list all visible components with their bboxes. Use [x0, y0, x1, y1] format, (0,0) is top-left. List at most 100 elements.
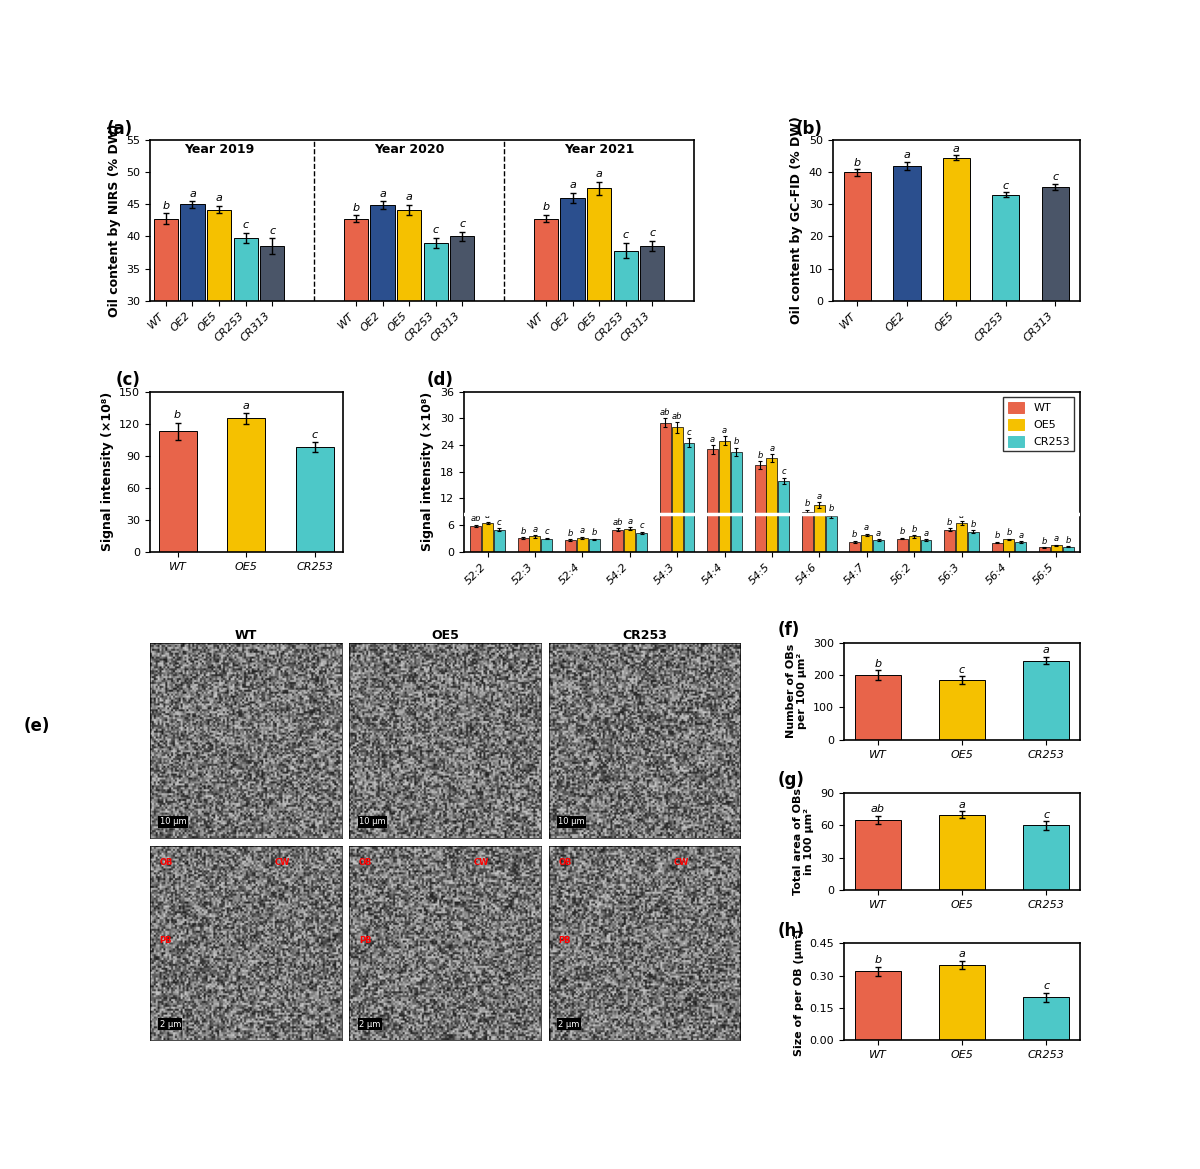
- Text: a: a: [959, 800, 965, 810]
- Text: a: a: [817, 492, 822, 502]
- Text: a: a: [406, 193, 413, 202]
- Bar: [943, 158, 970, 300]
- Text: b: b: [900, 527, 905, 537]
- Text: b: b: [1007, 528, 1012, 538]
- Text: OB: OB: [558, 858, 571, 867]
- Text: a: a: [1018, 531, 1024, 540]
- Text: b: b: [1066, 535, 1070, 545]
- Bar: [641, 247, 665, 493]
- Text: c: c: [686, 428, 691, 437]
- Text: b: b: [1042, 537, 1048, 546]
- Title: OE5: OE5: [431, 629, 460, 642]
- Bar: [854, 971, 901, 1040]
- Bar: [968, 532, 979, 552]
- Text: PB: PB: [359, 936, 372, 945]
- Text: a: a: [710, 435, 715, 444]
- Title: WT: WT: [235, 629, 257, 642]
- Bar: [874, 540, 884, 552]
- Bar: [1022, 660, 1069, 740]
- Text: 10 μm: 10 μm: [558, 817, 584, 826]
- Text: a: a: [924, 528, 929, 538]
- Text: a: a: [769, 444, 774, 454]
- Bar: [1022, 997, 1069, 1040]
- Y-axis label: Number of OBs
per 100 μm²: Number of OBs per 100 μm²: [786, 644, 808, 739]
- Text: (g): (g): [778, 772, 804, 789]
- Text: a: a: [485, 511, 490, 520]
- Text: c: c: [460, 220, 466, 229]
- Bar: [397, 210, 421, 493]
- Bar: [1042, 187, 1069, 300]
- Text: b: b: [521, 527, 526, 535]
- Text: c: c: [497, 518, 502, 527]
- Text: a: a: [959, 949, 965, 959]
- Bar: [684, 443, 695, 552]
- Text: 2 μm: 2 μm: [160, 1019, 181, 1029]
- Bar: [893, 166, 920, 300]
- Text: c: c: [623, 230, 629, 241]
- Text: b: b: [568, 530, 574, 538]
- Bar: [344, 219, 368, 493]
- Text: CW: CW: [474, 858, 490, 867]
- Text: c: c: [1003, 181, 1009, 191]
- Text: a: a: [379, 188, 386, 199]
- Bar: [1015, 542, 1026, 552]
- Bar: [158, 431, 197, 552]
- Bar: [577, 538, 588, 552]
- Bar: [587, 188, 611, 493]
- Text: 10 μm: 10 μm: [160, 817, 186, 826]
- Text: a: a: [953, 144, 960, 154]
- Bar: [956, 523, 967, 552]
- Bar: [1003, 539, 1014, 552]
- Bar: [613, 250, 638, 493]
- Bar: [854, 676, 901, 740]
- Bar: [814, 505, 824, 552]
- Text: Year 2020: Year 2020: [374, 144, 444, 157]
- Y-axis label: Oil content by GC-FID (% DW): Oil content by GC-FID (% DW): [791, 117, 803, 324]
- Bar: [719, 441, 730, 552]
- Bar: [234, 237, 258, 493]
- Text: PB: PB: [558, 936, 571, 945]
- Text: ab: ab: [871, 804, 884, 814]
- Text: b: b: [852, 531, 858, 539]
- Bar: [470, 526, 481, 552]
- Bar: [854, 821, 901, 890]
- Text: c: c: [433, 226, 439, 235]
- Bar: [731, 451, 742, 552]
- Bar: [1063, 547, 1074, 552]
- Bar: [494, 530, 505, 552]
- Text: (h): (h): [778, 921, 804, 940]
- Bar: [767, 458, 778, 552]
- Bar: [672, 427, 683, 552]
- Bar: [529, 537, 540, 552]
- Y-axis label: Oil content by NIRS (% DW): Oil content by NIRS (% DW): [108, 124, 120, 317]
- Text: a: a: [190, 188, 196, 199]
- Text: Year 2021: Year 2021: [564, 144, 635, 157]
- Title: CR253: CR253: [622, 629, 667, 642]
- Text: a: a: [722, 426, 727, 435]
- Bar: [802, 512, 812, 552]
- Text: Year 2019: Year 2019: [184, 144, 254, 157]
- Bar: [371, 205, 395, 493]
- Bar: [1051, 545, 1062, 552]
- Bar: [624, 528, 635, 552]
- Text: ab: ab: [613, 518, 623, 527]
- Bar: [612, 530, 623, 552]
- Bar: [908, 537, 919, 552]
- Text: OB: OB: [160, 858, 173, 867]
- Y-axis label: Size of per OB (μm²): Size of per OB (μm²): [793, 928, 804, 1056]
- Bar: [1039, 547, 1050, 552]
- Bar: [589, 539, 600, 552]
- Bar: [227, 419, 265, 552]
- Bar: [991, 542, 1002, 552]
- Bar: [938, 815, 985, 890]
- Bar: [920, 540, 931, 552]
- Text: a: a: [1054, 534, 1058, 544]
- Bar: [1022, 825, 1069, 890]
- Text: b: b: [971, 520, 976, 530]
- Text: b: b: [912, 525, 917, 533]
- Legend: WT, OE5, CR253: WT, OE5, CR253: [1003, 397, 1074, 451]
- Bar: [424, 243, 448, 493]
- Text: (c): (c): [115, 371, 140, 389]
- Text: (f): (f): [778, 621, 800, 639]
- Text: (d): (d): [427, 371, 454, 389]
